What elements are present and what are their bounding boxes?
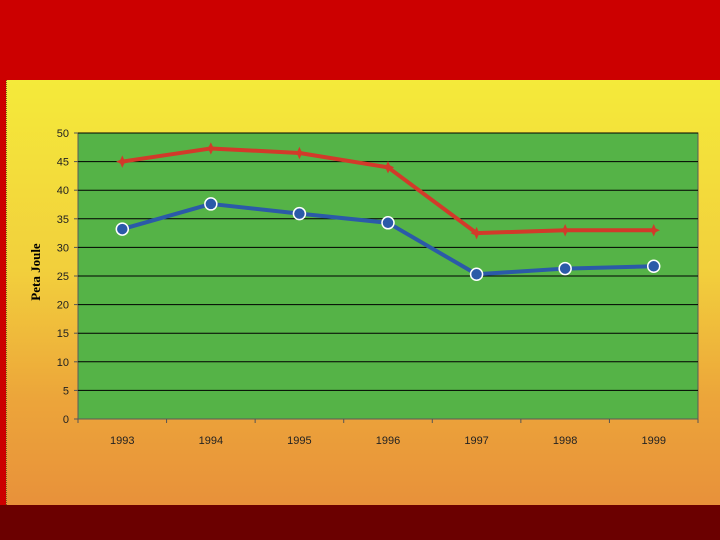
slide-top-band [0, 0, 720, 80]
y-tick-label: 25 [57, 271, 69, 283]
x-tick-label: 1993 [110, 435, 134, 447]
data-point [116, 155, 129, 168]
y-tick-label: 20 [57, 300, 69, 312]
data-point [558, 261, 572, 276]
data-point [381, 161, 395, 174]
data-point [469, 267, 484, 282]
data-point [646, 259, 661, 274]
x-tick-label: 1999 [641, 435, 665, 447]
data-point [204, 142, 218, 155]
data-point [470, 226, 483, 240]
data-point [115, 222, 130, 236]
x-tick-label: 1997 [464, 435, 488, 447]
data-point [558, 224, 572, 237]
y-tick-label: 45 [57, 157, 69, 169]
y-tick-label: 50 [57, 128, 69, 140]
y-axis-label: Peta Joule [28, 243, 43, 301]
y-tick-label: 10 [57, 357, 69, 369]
x-tick-label: 1996 [376, 435, 400, 447]
x-tick-label: 1998 [553, 435, 577, 447]
data-point [292, 206, 307, 221]
data-point [381, 216, 395, 230]
y-tick-label: 5 [63, 385, 69, 397]
y-tick-label: 15 [57, 328, 69, 340]
y-tick-label: 40 [57, 185, 69, 197]
y-tick-label: 35 [57, 214, 69, 226]
y-tick-label: 30 [57, 242, 69, 254]
slide-bottom-band [0, 505, 720, 540]
y-tick-label: 0 [63, 414, 69, 426]
data-point [647, 224, 660, 237]
data-point [204, 197, 218, 211]
data-point [293, 146, 306, 160]
x-tick-label: 1994 [199, 435, 223, 447]
x-tick-label: 1995 [287, 435, 311, 447]
